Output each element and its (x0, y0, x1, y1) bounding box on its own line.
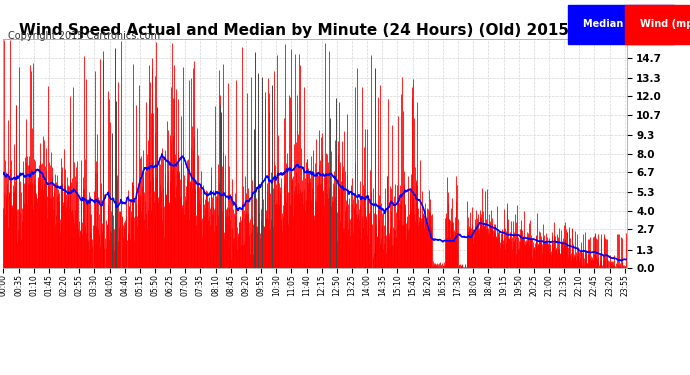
Text: Wind (mph): Wind (mph) (640, 20, 690, 29)
Text: Copyright 2015 Cartronics.com: Copyright 2015 Cartronics.com (8, 32, 160, 41)
Title: Wind Speed Actual and Median by Minute (24 Hours) (Old) 20150519: Wind Speed Actual and Median by Minute (… (19, 23, 611, 38)
Text: Median (mph): Median (mph) (583, 20, 660, 29)
